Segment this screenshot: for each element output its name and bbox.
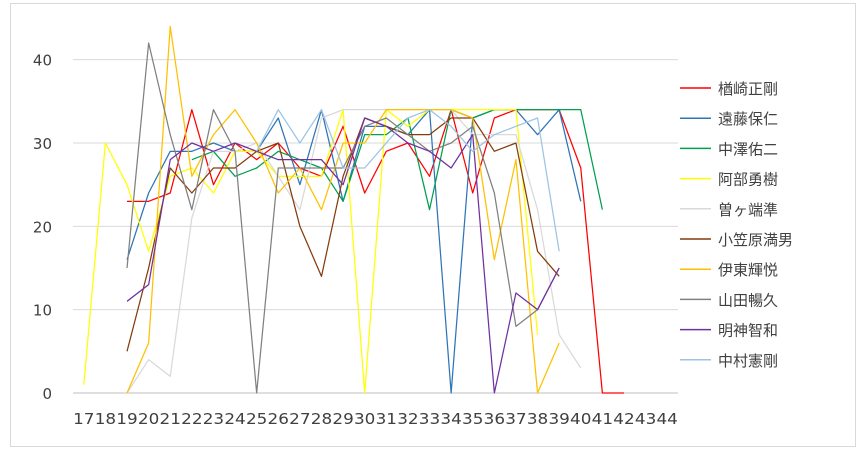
x-tick-label: 41 bbox=[592, 410, 613, 428]
x-tick-label: 38 bbox=[527, 410, 548, 428]
x-tick-label: 31 bbox=[376, 410, 397, 428]
x-tick-label: 39 bbox=[548, 410, 569, 428]
x-tick-label: 25 bbox=[246, 410, 267, 428]
series-line bbox=[126, 25, 560, 394]
series-line bbox=[256, 109, 560, 252]
gridlines bbox=[73, 59, 678, 394]
legend-label: 楢崎正剛 bbox=[718, 80, 778, 98]
x-tick-label: 42 bbox=[613, 410, 634, 428]
legend-label: 曽ヶ端準 bbox=[718, 201, 778, 219]
y-tick-label: 20 bbox=[33, 218, 52, 236]
x-tick-label: 19 bbox=[116, 410, 137, 428]
x-tick-label: 34 bbox=[440, 410, 461, 428]
chart-frame bbox=[10, 3, 856, 447]
x-tick-label: 44 bbox=[656, 410, 677, 428]
y-tick-label: 0 bbox=[42, 385, 52, 403]
y-axis-ticks: 0 10 20 30 40 bbox=[33, 52, 52, 403]
legend-label: 中澤佑二 bbox=[718, 140, 778, 158]
legend-label: 明神智和 bbox=[718, 322, 778, 340]
x-tick-label: 21 bbox=[160, 410, 181, 428]
x-tick-label: 33 bbox=[419, 410, 440, 428]
y-tick-label: 40 bbox=[33, 52, 52, 70]
x-tick-label: 30 bbox=[354, 410, 375, 428]
series-line bbox=[126, 117, 560, 352]
x-tick-label: 36 bbox=[484, 410, 505, 428]
legend-label: 中村憲剛 bbox=[718, 352, 778, 370]
y-tick-label: 10 bbox=[33, 302, 52, 320]
x-tick-label: 22 bbox=[181, 410, 202, 428]
legend: 楢崎正剛遠藤保仁中澤佑二阿部勇樹曽ヶ端準小笠原満男伊東輝悦山田暢久明神智和中村憲… bbox=[680, 80, 793, 370]
x-tick-label: 24 bbox=[224, 410, 245, 428]
legend-label: 遠藤保仁 bbox=[718, 110, 778, 128]
y-tick-label: 30 bbox=[33, 135, 52, 153]
legend-label: 小笠原満男 bbox=[718, 231, 793, 249]
x-tick-label: 26 bbox=[268, 410, 289, 428]
legend-label: 伊東輝悦 bbox=[718, 261, 778, 279]
series-line bbox=[126, 117, 560, 394]
x-tick-label: 18 bbox=[95, 410, 116, 428]
legend-label: 山田暢久 bbox=[718, 291, 778, 309]
x-axis-ticks: 17 18 19 20 21 22 23 24 25 26 27 28 29 30 31 32 33 34 35 36… bbox=[73, 410, 678, 428]
legend-label: 阿部勇樹 bbox=[718, 171, 778, 189]
x-tick-label: 40 bbox=[570, 410, 591, 428]
x-tick-label: 37 bbox=[505, 410, 526, 428]
x-tick-label: 20 bbox=[138, 410, 159, 428]
x-tick-label: 29 bbox=[332, 410, 353, 428]
x-tick-label: 35 bbox=[462, 410, 483, 428]
x-tick-label: 27 bbox=[289, 410, 310, 428]
x-tick-label: 32 bbox=[397, 410, 418, 428]
x-tick-label: 17 bbox=[73, 410, 94, 428]
series-lines bbox=[83, 25, 624, 394]
series-line bbox=[191, 109, 603, 211]
x-tick-label: 43 bbox=[635, 410, 656, 428]
x-tick-label: 23 bbox=[203, 410, 224, 428]
x-tick-label: 28 bbox=[311, 410, 332, 428]
series-line bbox=[83, 109, 539, 394]
series-line bbox=[126, 109, 582, 394]
